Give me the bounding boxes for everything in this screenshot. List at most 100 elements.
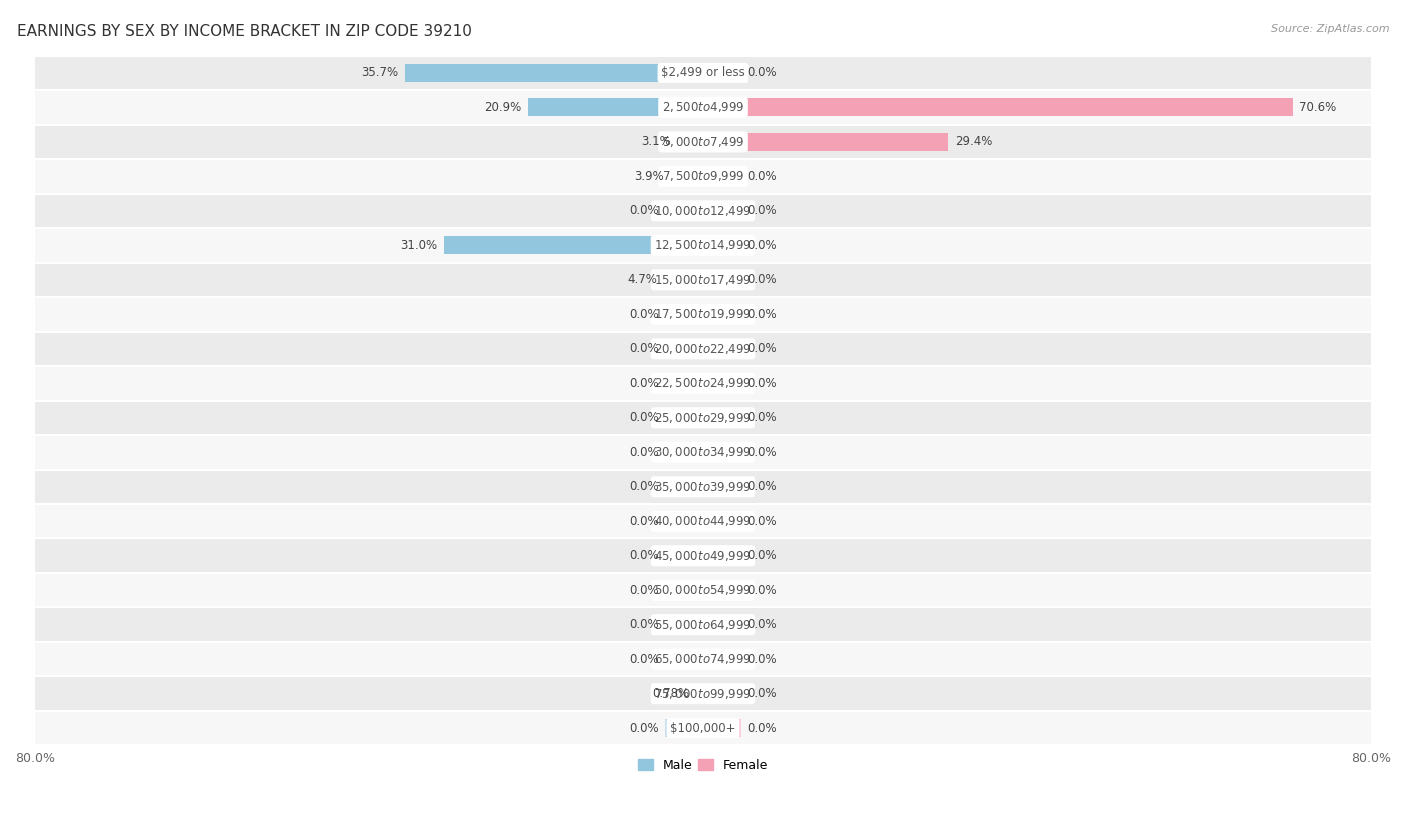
Text: 0.0%: 0.0% — [628, 204, 659, 217]
Bar — [703, 202, 741, 220]
Bar — [35, 607, 1371, 642]
Text: $30,000 to $34,999: $30,000 to $34,999 — [654, 446, 752, 459]
Text: 0.0%: 0.0% — [747, 170, 778, 183]
Bar — [703, 340, 741, 358]
Text: 0.0%: 0.0% — [628, 618, 659, 631]
Bar — [35, 193, 1371, 228]
Text: 35.7%: 35.7% — [361, 67, 398, 80]
Bar — [35, 470, 1371, 504]
Bar — [696, 685, 703, 702]
Bar — [35, 642, 1371, 676]
Bar — [703, 306, 741, 324]
Text: 29.4%: 29.4% — [955, 136, 993, 148]
Text: $17,500 to $19,999: $17,500 to $19,999 — [654, 307, 752, 321]
Bar — [35, 55, 1371, 90]
Text: 0.0%: 0.0% — [747, 584, 778, 597]
Text: 0.0%: 0.0% — [628, 480, 659, 493]
Bar — [703, 271, 741, 289]
Text: $15,000 to $17,499: $15,000 to $17,499 — [654, 273, 752, 287]
Text: 0.0%: 0.0% — [747, 376, 778, 389]
Bar — [35, 676, 1371, 711]
Bar — [35, 366, 1371, 401]
Bar — [665, 547, 703, 565]
Text: $25,000 to $29,999: $25,000 to $29,999 — [654, 411, 752, 424]
Bar — [529, 98, 703, 116]
Text: 0.0%: 0.0% — [628, 550, 659, 563]
Bar — [703, 581, 741, 599]
Text: 0.0%: 0.0% — [747, 239, 778, 252]
Text: 31.0%: 31.0% — [401, 239, 437, 252]
Text: 0.0%: 0.0% — [747, 515, 778, 528]
Text: EARNINGS BY SEX BY INCOME BRACKET IN ZIP CODE 39210: EARNINGS BY SEX BY INCOME BRACKET IN ZIP… — [17, 24, 472, 39]
Text: 0.0%: 0.0% — [628, 411, 659, 424]
Bar — [703, 64, 741, 82]
Text: $100,000+: $100,000+ — [671, 722, 735, 735]
Bar — [35, 159, 1371, 193]
Bar — [35, 228, 1371, 263]
Bar — [665, 340, 703, 358]
Bar — [703, 409, 741, 427]
Bar — [405, 64, 703, 82]
Bar — [444, 237, 703, 254]
Text: 20.9%: 20.9% — [485, 101, 522, 114]
Text: $65,000 to $74,999: $65,000 to $74,999 — [654, 652, 752, 666]
Bar — [665, 615, 703, 633]
Bar — [703, 720, 741, 737]
Bar — [665, 443, 703, 461]
Text: $22,500 to $24,999: $22,500 to $24,999 — [654, 376, 752, 390]
Text: $45,000 to $49,999: $45,000 to $49,999 — [654, 549, 752, 563]
Text: $2,500 to $4,999: $2,500 to $4,999 — [662, 100, 744, 115]
Bar — [35, 332, 1371, 366]
Text: 0.0%: 0.0% — [628, 446, 659, 459]
Text: $35,000 to $39,999: $35,000 to $39,999 — [654, 480, 752, 493]
Text: $12,500 to $14,999: $12,500 to $14,999 — [654, 238, 752, 252]
Bar — [35, 401, 1371, 435]
Bar — [35, 573, 1371, 607]
Text: 0.0%: 0.0% — [628, 722, 659, 735]
Text: $5,000 to $7,499: $5,000 to $7,499 — [662, 135, 744, 149]
Bar — [665, 650, 703, 668]
Bar — [35, 538, 1371, 573]
Bar — [703, 547, 741, 565]
Text: 0.0%: 0.0% — [747, 653, 778, 666]
Text: $7,500 to $9,999: $7,500 to $9,999 — [662, 169, 744, 184]
Bar — [664, 271, 703, 289]
Text: 70.6%: 70.6% — [1299, 101, 1337, 114]
Text: 0.0%: 0.0% — [628, 308, 659, 321]
Bar — [665, 374, 703, 392]
Bar — [665, 478, 703, 496]
Bar — [703, 615, 741, 633]
Bar — [703, 685, 741, 702]
Bar — [678, 133, 703, 151]
Bar — [703, 512, 741, 530]
Bar — [35, 504, 1371, 538]
Bar — [35, 263, 1371, 297]
Text: 0.0%: 0.0% — [747, 618, 778, 631]
Text: 0.0%: 0.0% — [747, 342, 778, 355]
Text: 0.0%: 0.0% — [747, 411, 778, 424]
Bar — [703, 167, 741, 185]
Bar — [665, 720, 703, 737]
Text: 0.0%: 0.0% — [628, 342, 659, 355]
Text: 0.78%: 0.78% — [652, 687, 690, 700]
Text: $2,499 or less: $2,499 or less — [661, 67, 745, 80]
Bar — [665, 202, 703, 220]
Bar — [703, 98, 1292, 116]
Text: $20,000 to $22,499: $20,000 to $22,499 — [654, 341, 752, 356]
Text: 0.0%: 0.0% — [747, 480, 778, 493]
Bar — [703, 133, 949, 151]
Text: $55,000 to $64,999: $55,000 to $64,999 — [654, 618, 752, 632]
Bar — [35, 90, 1371, 124]
Bar — [665, 409, 703, 427]
Text: 0.0%: 0.0% — [747, 204, 778, 217]
Text: Source: ZipAtlas.com: Source: ZipAtlas.com — [1271, 24, 1389, 34]
Bar — [703, 237, 741, 254]
Text: $40,000 to $44,999: $40,000 to $44,999 — [654, 515, 752, 528]
Bar — [703, 650, 741, 668]
Text: $10,000 to $12,499: $10,000 to $12,499 — [654, 204, 752, 218]
Text: 0.0%: 0.0% — [747, 273, 778, 286]
Text: 0.0%: 0.0% — [628, 653, 659, 666]
Bar — [35, 711, 1371, 746]
Text: 4.7%: 4.7% — [627, 273, 657, 286]
Text: 0.0%: 0.0% — [628, 584, 659, 597]
